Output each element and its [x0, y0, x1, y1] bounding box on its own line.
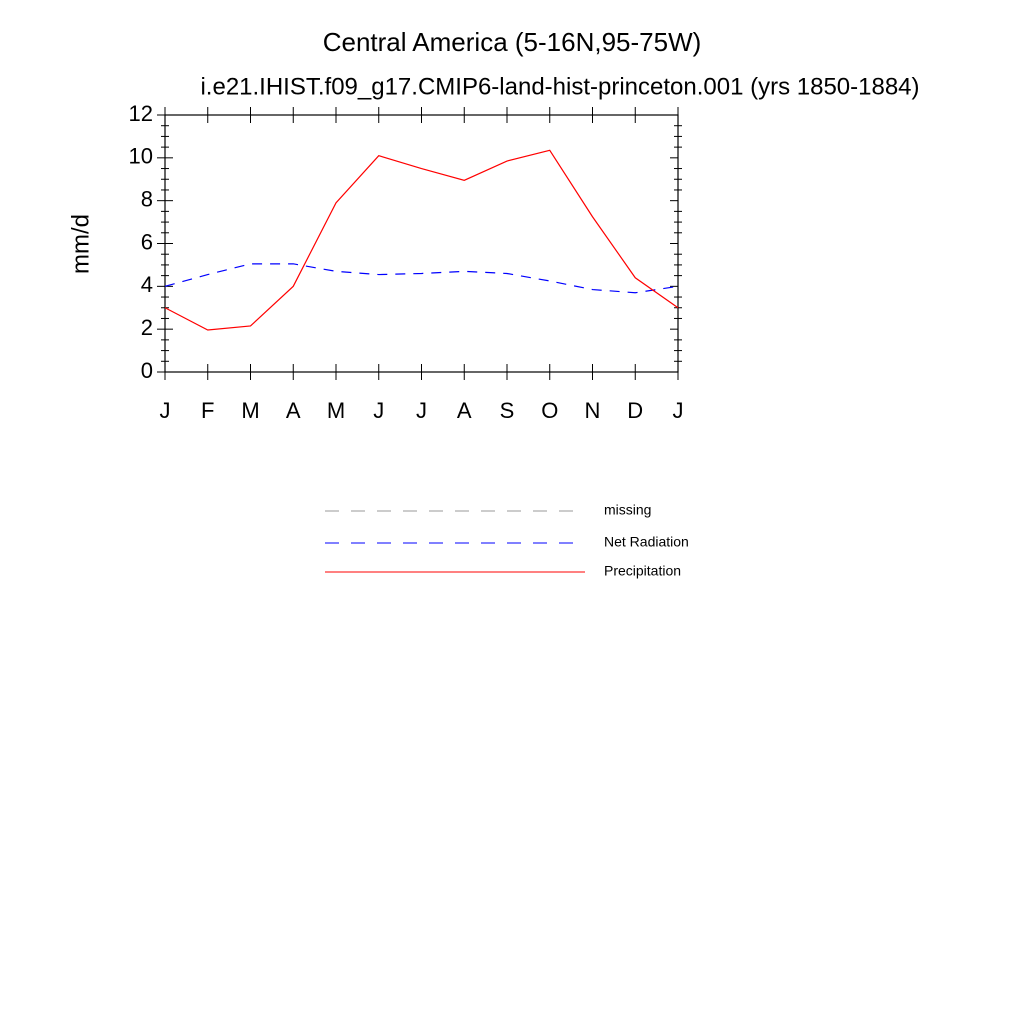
y-tick-label: 0 — [141, 358, 153, 383]
series-line — [164, 263, 679, 294]
y-tick-label: 6 — [141, 229, 153, 254]
x-tick-label: D — [627, 398, 643, 423]
y-tick-label: 12 — [129, 101, 153, 126]
y-tick-label: 8 — [141, 186, 153, 211]
x-tick-label: A — [457, 398, 472, 423]
legend-label: missing — [604, 502, 651, 518]
legend-label: Net Radiation — [604, 534, 689, 550]
x-tick-label: J — [416, 398, 427, 423]
plot-frame — [164, 114, 679, 373]
x-tick-label: J — [673, 398, 684, 423]
x-tick-label: A — [286, 398, 301, 423]
x-tick-label: O — [541, 398, 558, 423]
x-tick-label: M — [241, 398, 259, 423]
legend-label: Precipitation — [604, 563, 681, 579]
y-tick-label: 10 — [129, 144, 153, 169]
y-tick-label: 2 — [141, 315, 153, 340]
x-tick-label: M — [327, 398, 345, 423]
x-tick-label: S — [500, 398, 515, 423]
y-axis-label: mm/d — [67, 214, 94, 274]
series-line — [164, 149, 679, 331]
x-tick-label: J — [160, 398, 171, 423]
x-tick-label: J — [373, 398, 384, 423]
chart-subtitle: i.e21.IHIST.f09_g17.CMIP6-land-hist-prin… — [200, 73, 919, 100]
x-tick-label: F — [201, 398, 214, 423]
x-tick-label: N — [585, 398, 601, 423]
chart-title: Central America (5-16N,95-75W) — [323, 27, 702, 57]
y-tick-label: 4 — [141, 272, 153, 297]
